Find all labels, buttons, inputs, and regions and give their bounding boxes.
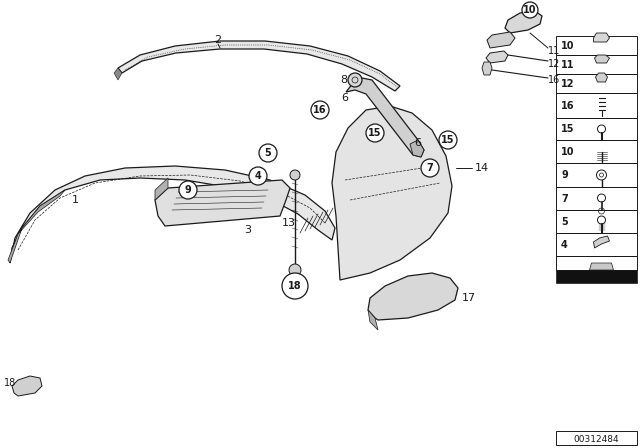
Circle shape (366, 124, 384, 142)
Text: 11: 11 (561, 60, 575, 69)
Text: 9: 9 (561, 170, 568, 180)
Text: 7: 7 (561, 194, 568, 203)
Text: 4: 4 (255, 171, 261, 181)
Text: 5: 5 (264, 148, 271, 158)
Polygon shape (410, 140, 424, 157)
Text: 8: 8 (340, 75, 348, 85)
Text: 15: 15 (561, 124, 575, 134)
Text: 18: 18 (288, 281, 302, 291)
Circle shape (522, 2, 538, 18)
Bar (556, 233, 637, 256)
Bar (556, 256, 637, 270)
Bar (556, 93, 637, 118)
Circle shape (311, 101, 329, 119)
Bar (556, 36, 637, 55)
Text: 12: 12 (561, 78, 575, 89)
Bar (556, 118, 637, 140)
Polygon shape (155, 178, 168, 200)
Circle shape (282, 273, 308, 299)
Text: 9: 9 (184, 185, 191, 195)
Polygon shape (114, 68, 122, 80)
Text: 6: 6 (415, 138, 422, 148)
Text: 15: 15 (441, 135, 455, 145)
Text: 6: 6 (342, 93, 349, 103)
Polygon shape (593, 236, 609, 248)
Text: 11: 11 (548, 46, 560, 56)
Text: 14: 14 (475, 163, 489, 173)
Text: 2: 2 (214, 35, 221, 45)
Text: 10: 10 (561, 146, 575, 156)
Circle shape (439, 131, 457, 149)
Bar (556, 210, 637, 233)
Polygon shape (595, 73, 607, 82)
Bar (556, 74, 637, 93)
Text: 16: 16 (548, 75, 560, 85)
Circle shape (290, 170, 300, 180)
Polygon shape (589, 263, 614, 270)
Text: 16: 16 (313, 105, 327, 115)
Bar (556, 270, 637, 283)
Text: 17: 17 (462, 293, 476, 303)
Polygon shape (505, 11, 542, 33)
Bar (556, 55, 637, 74)
Bar (556, 140, 637, 163)
Text: 15: 15 (368, 128, 381, 138)
Circle shape (348, 73, 362, 87)
Text: 18: 18 (4, 378, 16, 388)
Text: 3: 3 (244, 225, 252, 235)
Text: 4: 4 (561, 240, 568, 250)
Polygon shape (346, 78, 424, 157)
Polygon shape (155, 180, 290, 226)
Circle shape (249, 167, 267, 185)
Text: 10: 10 (524, 5, 537, 15)
Text: 1: 1 (72, 195, 79, 205)
Text: 10: 10 (561, 40, 575, 51)
Text: 7: 7 (427, 163, 433, 173)
Polygon shape (12, 376, 42, 396)
Bar (556, 187, 637, 210)
Polygon shape (368, 273, 458, 320)
Polygon shape (10, 166, 335, 263)
Text: 5: 5 (561, 216, 568, 227)
Polygon shape (486, 51, 508, 63)
Polygon shape (593, 33, 609, 42)
Text: 12: 12 (548, 59, 561, 69)
Circle shape (259, 144, 277, 162)
Text: 00312484: 00312484 (573, 435, 619, 444)
Text: 16: 16 (561, 100, 575, 111)
Circle shape (421, 159, 439, 177)
Polygon shape (8, 190, 65, 263)
Polygon shape (118, 41, 400, 91)
Circle shape (179, 181, 197, 199)
Polygon shape (332, 106, 452, 280)
Text: 13: 13 (282, 218, 296, 228)
Polygon shape (368, 310, 378, 330)
Polygon shape (482, 62, 492, 75)
Circle shape (289, 264, 301, 276)
Polygon shape (595, 55, 609, 63)
Polygon shape (487, 32, 515, 48)
Bar (556, 431, 637, 445)
Bar (556, 163, 637, 187)
